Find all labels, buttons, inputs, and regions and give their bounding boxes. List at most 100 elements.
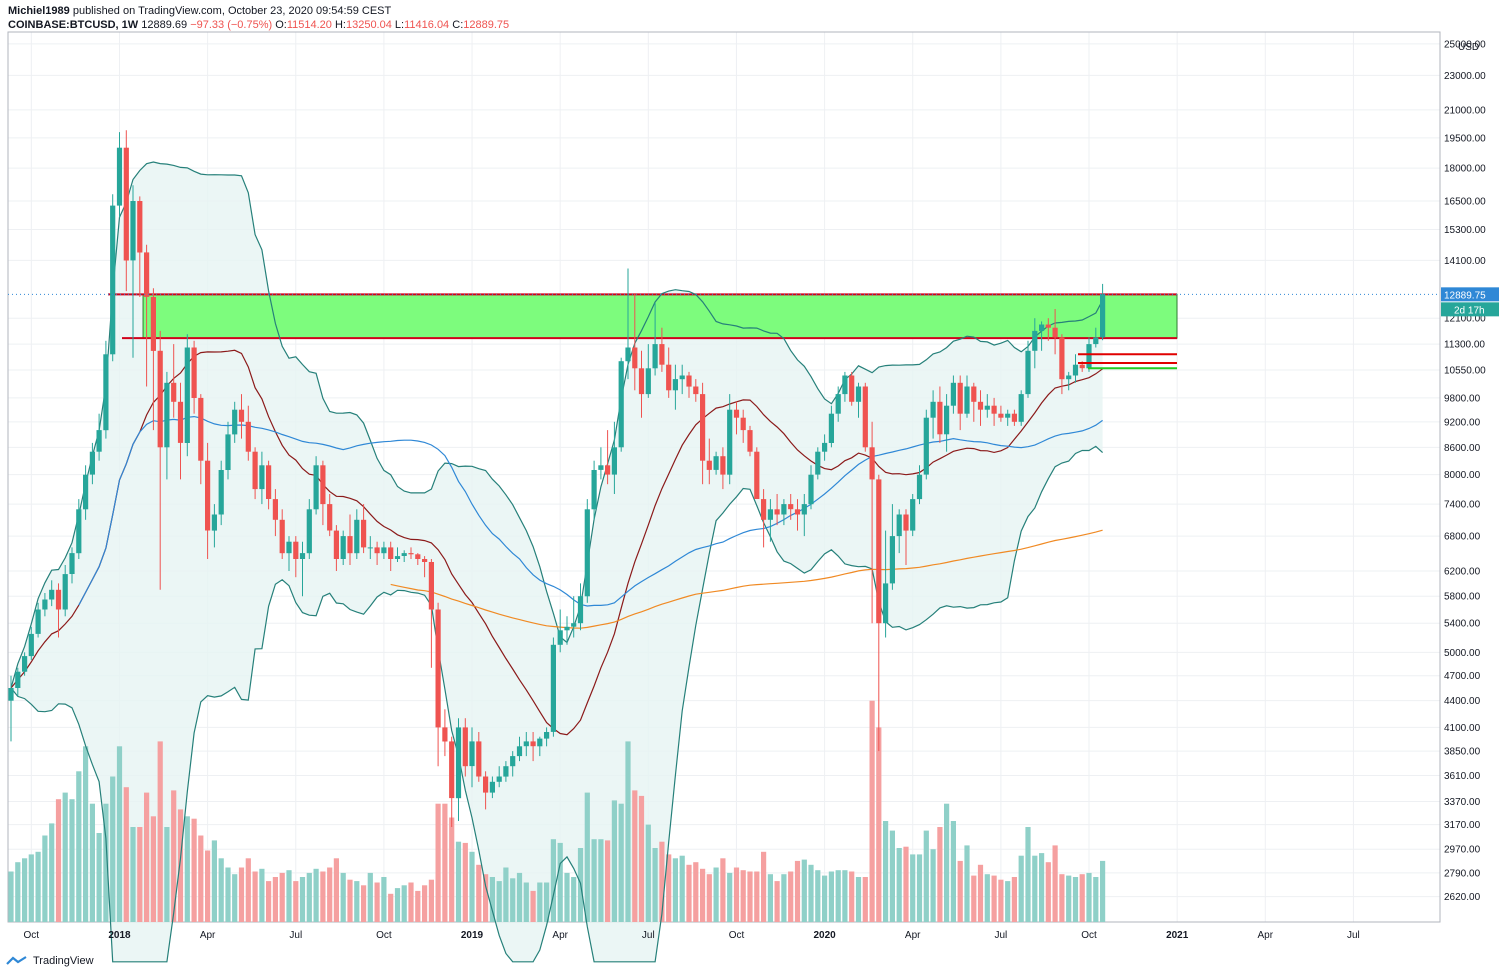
candle-body: [659, 344, 665, 365]
candle-body: [1045, 324, 1051, 328]
candle-body: [842, 375, 848, 395]
volume-bar: [110, 776, 116, 922]
candle-body: [733, 409, 740, 418]
volume-bar: [984, 874, 990, 922]
footer-brand[interactable]: TradingView: [33, 955, 94, 967]
volume-bar: [645, 824, 651, 922]
candle-body: [401, 553, 407, 556]
volume-bar: [340, 872, 346, 922]
candle-body: [537, 738, 543, 747]
volume-bar: [55, 799, 62, 922]
volume-bar: [706, 874, 712, 922]
volume-bar: [191, 818, 197, 922]
volume-bar: [415, 890, 421, 922]
candle-body: [157, 350, 163, 448]
volume-bar: [476, 864, 482, 922]
candle-body: [693, 386, 699, 395]
y-tick-label: 2970.00: [1444, 845, 1481, 856]
candle-body: [286, 541, 292, 554]
volume-bar: [523, 882, 529, 922]
volume-bar: [157, 741, 163, 922]
candle-body: [1059, 337, 1065, 380]
candle-body: [584, 509, 590, 597]
candle-body: [245, 421, 251, 452]
candle-body: [489, 781, 495, 793]
publisher-line: Michiel1989 published on TradingView.com…: [8, 4, 509, 18]
volume-bar: [862, 877, 868, 922]
resistance-zone-box: [142, 293, 1178, 339]
countdown-tag-text: 2d 17h: [1454, 305, 1485, 316]
candle-body: [35, 609, 41, 634]
candle-body: [611, 447, 617, 475]
volume-bar: [469, 851, 475, 922]
candle-body: [1072, 364, 1079, 376]
volume-bar: [211, 840, 217, 922]
candle-body: [483, 776, 489, 793]
volume-bar: [733, 867, 740, 922]
x-tick-label: Oct: [729, 930, 745, 941]
candle-body: [476, 741, 482, 777]
x-tick-label: 2021: [1166, 930, 1189, 941]
y-tick-label: 3610.00: [1444, 771, 1481, 782]
symbol-label[interactable]: COINBASE:BTCUSD, 1W: [8, 19, 139, 31]
candle-body: [1025, 350, 1031, 395]
volume-bar: [937, 827, 943, 922]
candle-body: [625, 347, 631, 362]
volume-bar: [625, 741, 631, 922]
volume-bar: [272, 877, 278, 922]
volume-bar: [259, 868, 265, 922]
ma-200-line: [390, 529, 1103, 629]
candle-body: [889, 536, 895, 584]
volume-bar: [1052, 845, 1058, 922]
volume-bar: [327, 867, 333, 922]
candle-body: [428, 562, 434, 610]
candle-body: [801, 504, 807, 515]
x-tick-label: Oct: [376, 930, 392, 941]
candle-body: [103, 354, 109, 431]
volume-bar: [686, 864, 692, 922]
candle-body: [394, 556, 401, 559]
symbol-line: COINBASE:BTCUSD, 1W 12889.69 −97.33 (−0.…: [8, 18, 509, 32]
candle-body: [828, 413, 834, 443]
volume-bar: [455, 841, 462, 922]
last-value: 12889.69: [141, 19, 188, 31]
price-axis[interactable]: 25000.00 23000.00 21000.00 19500.00 18000.00…: [1441, 39, 1499, 903]
volume-bar: [137, 827, 143, 922]
candle-body: [435, 609, 441, 728]
candle-body: [652, 344, 658, 369]
volume-bar: [537, 882, 543, 922]
volume-bar: [693, 862, 699, 922]
volume-bar: [422, 885, 428, 922]
volume-bar: [950, 821, 956, 922]
volume-bar: [354, 881, 360, 922]
y-tick-label: 5400.00: [1444, 619, 1481, 630]
volume-bar: [367, 872, 373, 922]
candle-body: [89, 451, 95, 475]
low-label: L:: [394, 19, 405, 31]
candle-body: [422, 559, 428, 562]
candles: [8, 130, 1106, 827]
volume-bar: [442, 803, 448, 922]
publisher-name[interactable]: Michiel1989: [8, 5, 70, 17]
volume-bar: [130, 827, 136, 922]
candle-body: [571, 623, 577, 627]
candle-body: [116, 147, 123, 206]
volume-bar: [1100, 860, 1106, 922]
candle-body: [808, 474, 814, 505]
volume-bar: [767, 874, 773, 922]
time-axis[interactable]: Oct 2018 Apr Jul Oct 2019 Apr Jul Oct 2020 Apr Jul O…: [24, 930, 1360, 941]
volume-bar: [22, 858, 28, 922]
volume-bar: [794, 860, 801, 922]
volume-bar: [652, 848, 658, 922]
candle-body: [408, 553, 414, 555]
y-tick-label: 3170.00: [1444, 820, 1481, 831]
candle-body: [22, 656, 28, 672]
bollinger-band-fill: [11, 162, 1103, 962]
volume-bar: [632, 790, 638, 922]
volume-bar: [279, 872, 285, 922]
volume-bar: [1066, 875, 1072, 922]
volume-bar: [116, 746, 123, 922]
candle-body: [76, 509, 82, 554]
candle-body: [632, 347, 638, 369]
